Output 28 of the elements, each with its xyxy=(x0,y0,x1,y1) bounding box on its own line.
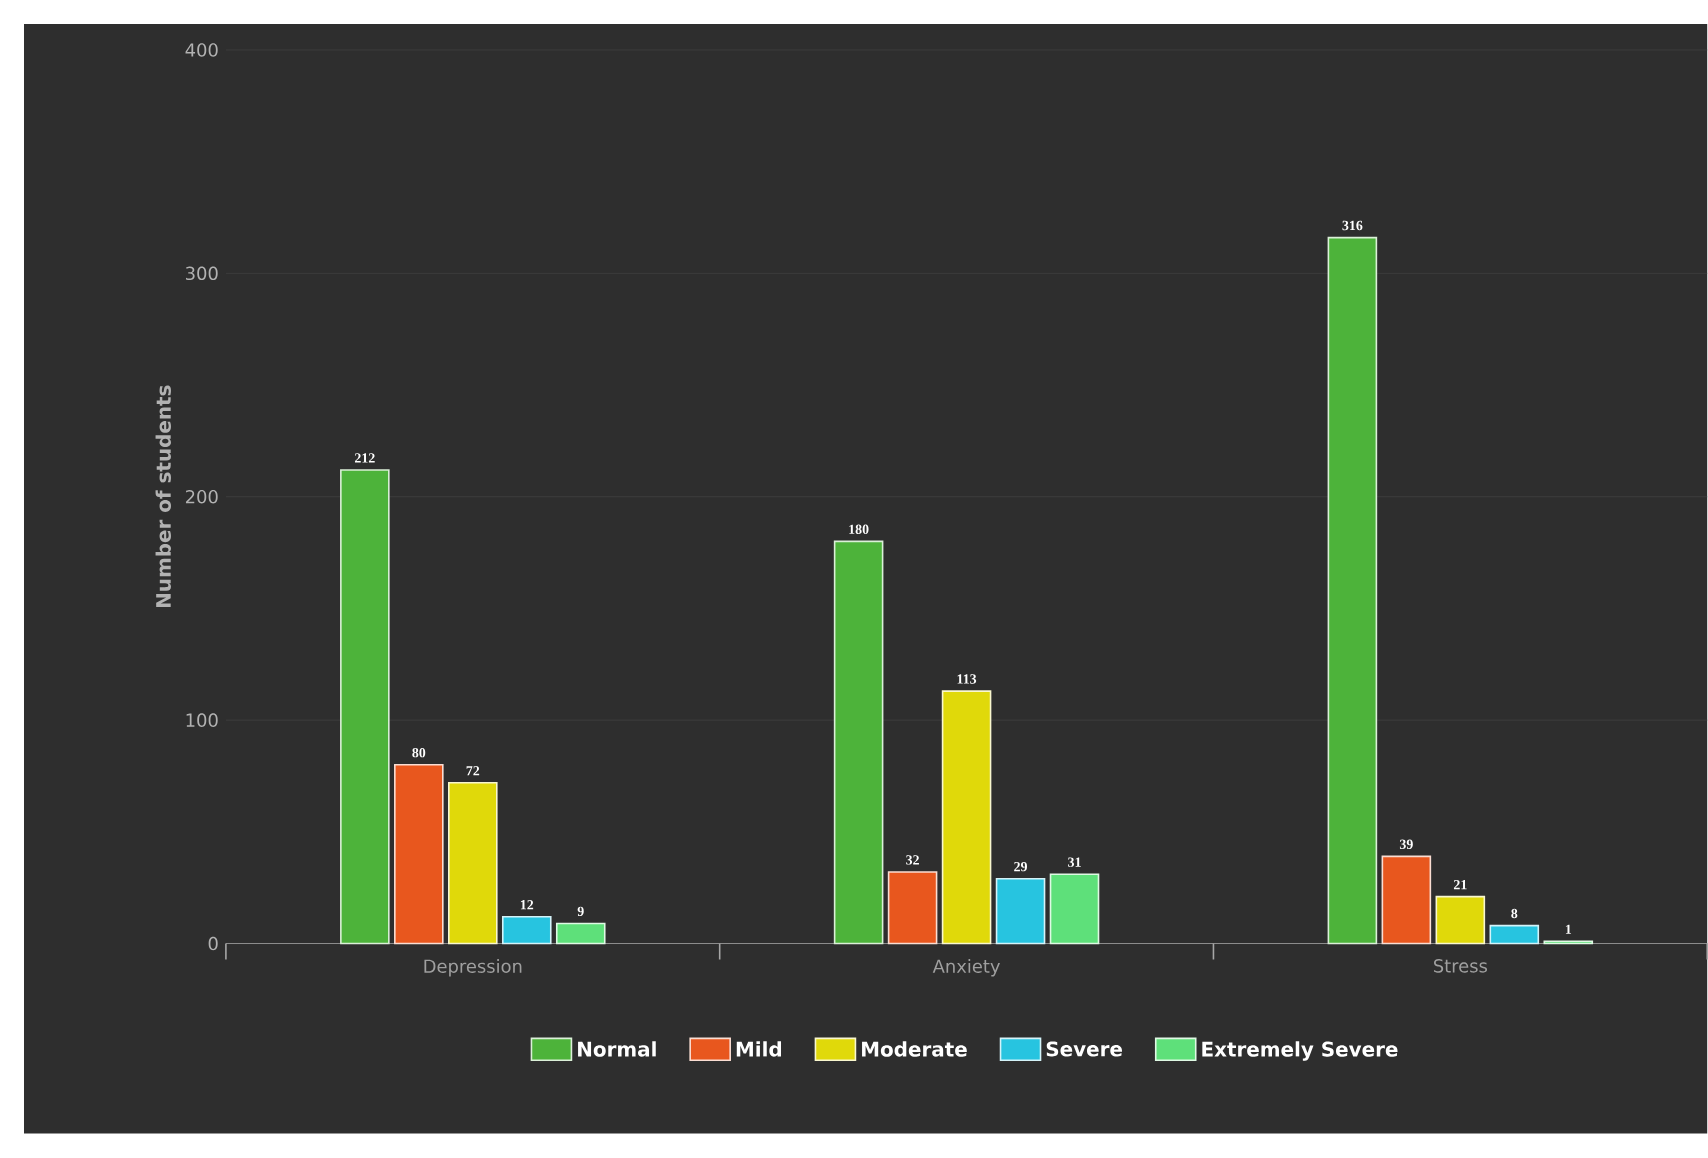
legend-label: Mild xyxy=(736,1041,782,1057)
legend-label: Normal xyxy=(578,1041,656,1057)
legend-label: Severe xyxy=(1046,1041,1122,1057)
y-tick-label: 300 xyxy=(186,266,218,281)
bar xyxy=(995,878,1046,945)
bar xyxy=(501,916,552,945)
legend-label: Extremely Severe xyxy=(1202,1041,1398,1061)
bar xyxy=(833,540,884,945)
bar xyxy=(1435,896,1486,945)
bar xyxy=(448,782,498,945)
bar xyxy=(1489,925,1540,945)
y-tick-label: 200 xyxy=(185,490,218,504)
bar xyxy=(1381,855,1432,945)
y-tick-label: 0 xyxy=(208,937,218,951)
bar xyxy=(887,871,938,945)
bar xyxy=(555,922,606,945)
x-tick-label: Anxiety xyxy=(932,959,1000,977)
y-tick-label: 100 xyxy=(186,713,218,728)
y-tick-label: 400 xyxy=(185,43,218,57)
y-axis-title: Number of students xyxy=(155,385,171,608)
bar xyxy=(1327,237,1378,945)
bar xyxy=(1049,873,1100,945)
legend-label: Moderate xyxy=(862,1041,967,1057)
x-tick-label: Depression xyxy=(424,959,522,977)
bar xyxy=(340,469,390,945)
x-tick-label: Stress xyxy=(1433,959,1488,973)
bar xyxy=(941,690,992,945)
bar xyxy=(394,764,444,945)
